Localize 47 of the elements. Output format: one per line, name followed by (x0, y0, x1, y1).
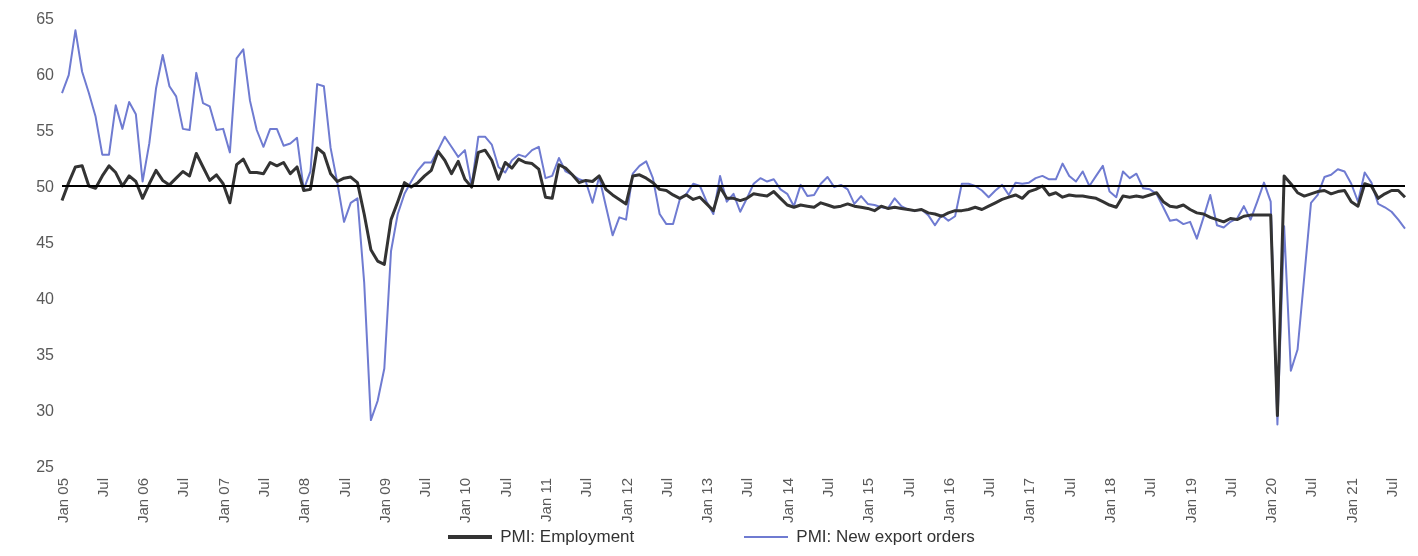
x-tick-label: Jul (980, 478, 998, 498)
y-tick-label: 30 (36, 401, 55, 419)
x-tick-label: Jul (416, 478, 434, 498)
x-tick-label: Jul (1221, 478, 1239, 498)
y-tick-label: 40 (36, 289, 55, 307)
x-tick-label: Jan 08 (295, 478, 313, 524)
x-tick-label: Jan 20 (1262, 478, 1280, 524)
x-tick-label: Jul (1060, 478, 1078, 498)
y-tick-label: 55 (36, 121, 55, 139)
x-tick-label: Jul (1141, 478, 1159, 498)
y-tick-label: 60 (36, 65, 55, 83)
x-tick-label: Jul (496, 478, 514, 498)
x-tick-label: Jul (254, 478, 272, 498)
x-tick-label: Jan 12 (617, 478, 635, 524)
x-tick-label: Jan 07 (214, 478, 232, 524)
x-tick-label: Jul (335, 478, 353, 498)
y-tick-label: 35 (36, 345, 55, 363)
x-tick-label: Jul (738, 478, 756, 498)
line-series (60, 146, 1407, 418)
y-tick-label: 65 (36, 9, 55, 27)
x-tick-label: Jan 19 (1181, 478, 1199, 524)
x-tick-label: Jan 06 (134, 478, 152, 524)
x-tick-label: Jan 11 (536, 478, 554, 522)
x-tick-label: Jan 05 (53, 478, 71, 524)
x-tick-label: Jan 10 (456, 478, 474, 524)
legend-label: PMI: Employment (500, 527, 635, 547)
x-tick-label: Jul (1302, 478, 1320, 498)
y-tick-label: 45 (36, 233, 55, 251)
x-tick-label: Jul (577, 478, 595, 498)
y-tick-label: 50 (36, 177, 55, 195)
x-tick-label: Jul (819, 478, 837, 498)
x-tick-label: Jul (93, 478, 111, 498)
x-tick-label: Jan 18 (1101, 478, 1119, 524)
x-tick-label: Jan 17 (1020, 478, 1038, 524)
x-tick-label: Jul (174, 478, 192, 498)
x-tick-label: Jan 13 (698, 478, 716, 524)
x-tick-label: Jan 15 (859, 478, 877, 524)
x-tick-label: Jul (1383, 478, 1401, 498)
x-tick-label: Jan 14 (778, 478, 796, 524)
x-tick-label: Jan 21 (1342, 478, 1360, 524)
legend-label: PMI: New export orders (796, 527, 975, 547)
x-tick-label: Jan 16 (939, 478, 957, 524)
x-tick-label: Jul (657, 478, 675, 498)
line-series (61, 29, 1406, 426)
y-tick-label: 25 (36, 457, 55, 475)
x-tick-label: Jan 09 (375, 478, 393, 524)
x-tick-label: Jul (899, 478, 917, 498)
